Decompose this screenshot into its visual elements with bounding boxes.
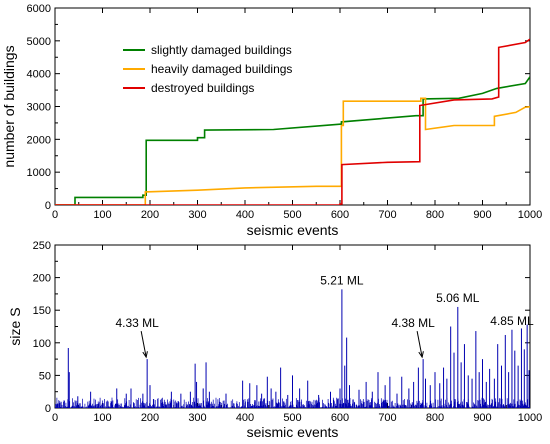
event-size-chart: 0 100 200 300 400 500 600 700 800 900 1000 0 50 100 15…	[7, 240, 542, 440]
bottom-y-tick-label: 0	[45, 403, 51, 415]
legend-label-3: destroyed buildings	[151, 81, 254, 95]
top-y-tick-label: 5000	[27, 36, 51, 48]
spike-group	[55, 289, 530, 408]
top-y-tick-label: 0	[45, 200, 51, 212]
annotation-arrow-1	[140, 331, 147, 358]
top-x-tick-label: 300	[188, 209, 206, 221]
annotation-arrowhead-3	[418, 351, 424, 359]
annotation-label-1: 4.33 ML	[115, 316, 159, 330]
bottom-x-tick-label: 100	[93, 412, 111, 424]
annotation-label-2: 5.21 ML	[320, 273, 364, 287]
top-x-axis-title: seismic events	[247, 222, 339, 238]
bottom-y-axis-title: size S	[7, 307, 23, 345]
top-y-tick-label: 3000	[27, 102, 51, 114]
top-y-tick-label: 4000	[27, 69, 51, 81]
top-x-tick-label: 500	[283, 209, 301, 221]
top-plot-frame	[54, 7, 531, 206]
series-line-3	[55, 38, 530, 205]
legend: slightly damaged buildings heavily damage…	[123, 43, 292, 95]
top-x-tick-label: 100	[93, 209, 111, 221]
top-y-tick-label: 1000	[27, 167, 51, 179]
bottom-x-tick-label: 200	[141, 412, 159, 424]
bottom-x-tick-label: 400	[236, 412, 254, 424]
bottom-x-tick-label: 0	[52, 412, 58, 424]
bottom-y-tick-label: 50	[39, 370, 51, 382]
top-x-tick-label: 600	[331, 209, 349, 221]
annotation-label-5: 4.85 ML	[490, 314, 534, 328]
series-line-1	[55, 76, 530, 205]
cumulative-buildings-chart: 0 100 200 300 400 500 600 700 800 900 1000 0 1000 200…	[1, 3, 542, 238]
bottom-y-tick-label: 200	[33, 273, 51, 285]
bottom-x-tick-label: 300	[188, 412, 206, 424]
bottom-x-tick-label: 500	[283, 412, 301, 424]
annotation-label-3: 4.38 ML	[391, 316, 435, 330]
bottom-x-tick-label: 800	[426, 412, 444, 424]
bottom-y-tick-label: 100	[33, 338, 51, 350]
top-y-tick-label: 6000	[27, 3, 51, 15]
top-y-axis-title: number of buildings	[1, 45, 17, 167]
top-y-tick-label: 2000	[27, 134, 51, 146]
annotation-label-4: 5.06 ML	[436, 291, 480, 305]
top-series-group	[55, 38, 530, 205]
top-x-tick-label: 700	[378, 209, 396, 221]
top-x-tick-label: 800	[426, 209, 444, 221]
top-x-tick-label: 1000	[518, 209, 542, 221]
bottom-x-axis-title: seismic events	[247, 424, 339, 440]
top-x-tick-label: 200	[141, 209, 159, 221]
annotations: 4.33 ML 5.21 ML 4.38 ML5.06 ML 4.85 ML	[115, 273, 534, 359]
annotation-arrowhead-1	[142, 351, 148, 359]
bottom-x-tick-label: 700	[378, 412, 396, 424]
bottom-x-tick-label: 1000	[518, 412, 542, 424]
top-x-tick-label: 0	[52, 209, 58, 221]
bottom-y-tick-label: 250	[33, 240, 51, 252]
bottom-x-tick-label: 900	[473, 412, 491, 424]
legend-label-2: heavily damaged buildings	[151, 62, 292, 76]
bottom-x-tick-label: 600	[331, 412, 349, 424]
bottom-y-tick-label: 150	[33, 305, 51, 317]
top-x-tick-label: 400	[236, 209, 254, 221]
top-x-tick-label: 900	[473, 209, 491, 221]
annotation-arrow-3	[416, 331, 423, 358]
series-line-2	[55, 97, 530, 205]
legend-label-1: slightly damaged buildings	[151, 43, 292, 57]
